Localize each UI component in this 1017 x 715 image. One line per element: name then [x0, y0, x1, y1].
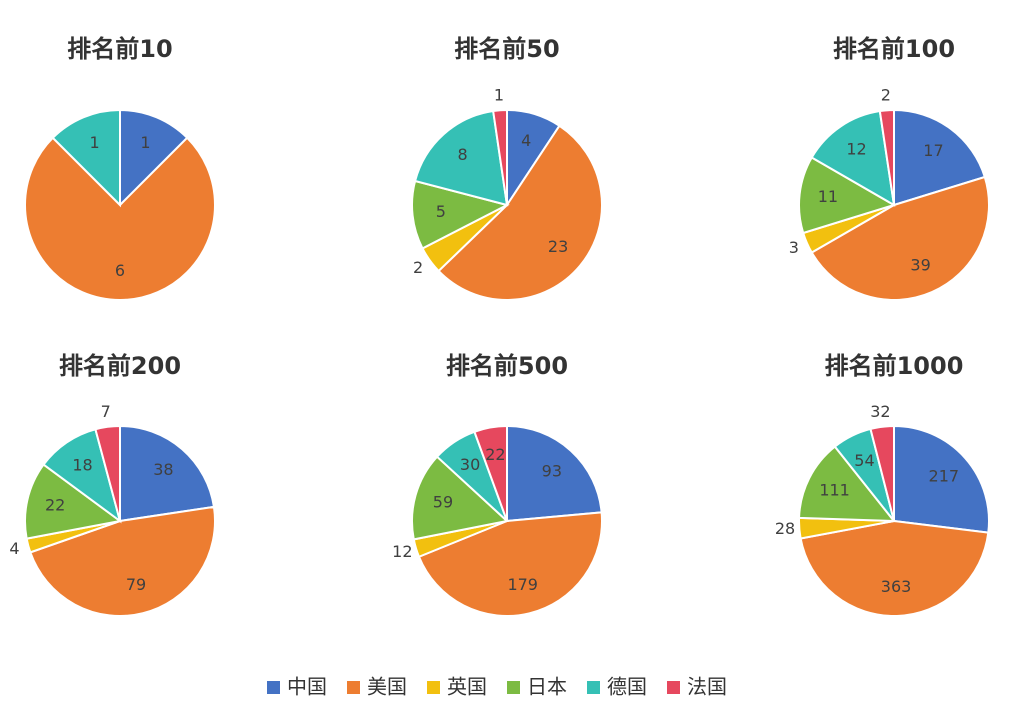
pie-slice [492, 108, 508, 206]
data-label: 111 [819, 481, 850, 500]
pie-slice [878, 108, 895, 206]
pie-slice [51, 108, 121, 208]
pie-slice [24, 463, 123, 540]
data-label: 217 [929, 466, 960, 485]
data-label: 59 [433, 492, 453, 511]
data-label: 3 [789, 238, 799, 257]
data-label: 2 [413, 258, 423, 277]
pie-slice [411, 179, 510, 250]
chart-title: 排名前50 [454, 35, 559, 63]
data-label: 4 [521, 131, 531, 150]
data-label: 17 [923, 141, 943, 160]
data-label: 30 [460, 455, 480, 474]
data-label: 12 [846, 140, 866, 159]
data-label: 1 [140, 133, 150, 152]
pie-slice [869, 424, 895, 522]
pie-slice [810, 175, 990, 301]
chart-title: 排名前500 [446, 352, 568, 380]
data-label: 39 [910, 255, 930, 274]
pie-slice [94, 424, 121, 522]
pie-slice [437, 124, 603, 301]
data-label: 363 [881, 577, 912, 596]
data-label: 1 [494, 86, 504, 105]
pie-slice [893, 424, 990, 534]
legend-label: 美国 [367, 675, 407, 699]
pie-slice [119, 108, 189, 208]
legend-label: 英国 [447, 675, 487, 699]
data-label: 5 [436, 202, 446, 221]
pie-slice [411, 455, 510, 541]
data-label: 22 [485, 445, 505, 464]
data-label: 32 [870, 402, 890, 421]
pie-slice [798, 156, 897, 235]
data-label: 22 [45, 496, 65, 515]
legend-label: 德国 [607, 675, 647, 699]
data-label: 8 [458, 145, 468, 164]
legend-label: 日本 [527, 675, 567, 699]
legend-swatch [587, 681, 600, 694]
data-label: 4 [9, 539, 19, 558]
data-label: 179 [507, 575, 538, 594]
pie-slice [29, 505, 216, 617]
chart-title: 排名前200 [59, 352, 181, 380]
legend-swatch [427, 681, 440, 694]
legend-label: 法国 [687, 675, 727, 699]
legend-swatch [507, 681, 520, 694]
data-label: 54 [854, 451, 874, 470]
data-label: 11 [818, 187, 838, 206]
data-label: 2 [881, 86, 891, 105]
data-label: 93 [542, 461, 562, 480]
pie-slice [24, 136, 216, 301]
data-label: 18 [72, 456, 92, 475]
data-label: 28 [775, 519, 795, 538]
pie-slice [799, 519, 990, 617]
data-label: 12 [392, 542, 412, 561]
legend-swatch [267, 681, 280, 694]
pie-slice [810, 109, 896, 207]
legend-swatch [667, 681, 680, 694]
pie-slice [893, 108, 987, 207]
data-label: 6 [115, 261, 125, 280]
pie-slice [413, 109, 509, 207]
data-label: 7 [101, 402, 111, 421]
data-label: 23 [548, 237, 568, 256]
data-label: 1 [89, 133, 99, 152]
chart-title: 排名前10 [67, 35, 172, 63]
pie-slice [798, 445, 897, 523]
chart-title: 排名前100 [833, 35, 955, 63]
data-label: 79 [126, 575, 146, 594]
pie-slice [506, 424, 603, 523]
data-label: 38 [153, 460, 173, 479]
legend-swatch [347, 681, 360, 694]
pie-slice [119, 424, 216, 523]
pie-slice [473, 424, 508, 522]
chart-title: 排名前1000 [825, 352, 964, 380]
legend-label: 中国 [287, 675, 327, 699]
